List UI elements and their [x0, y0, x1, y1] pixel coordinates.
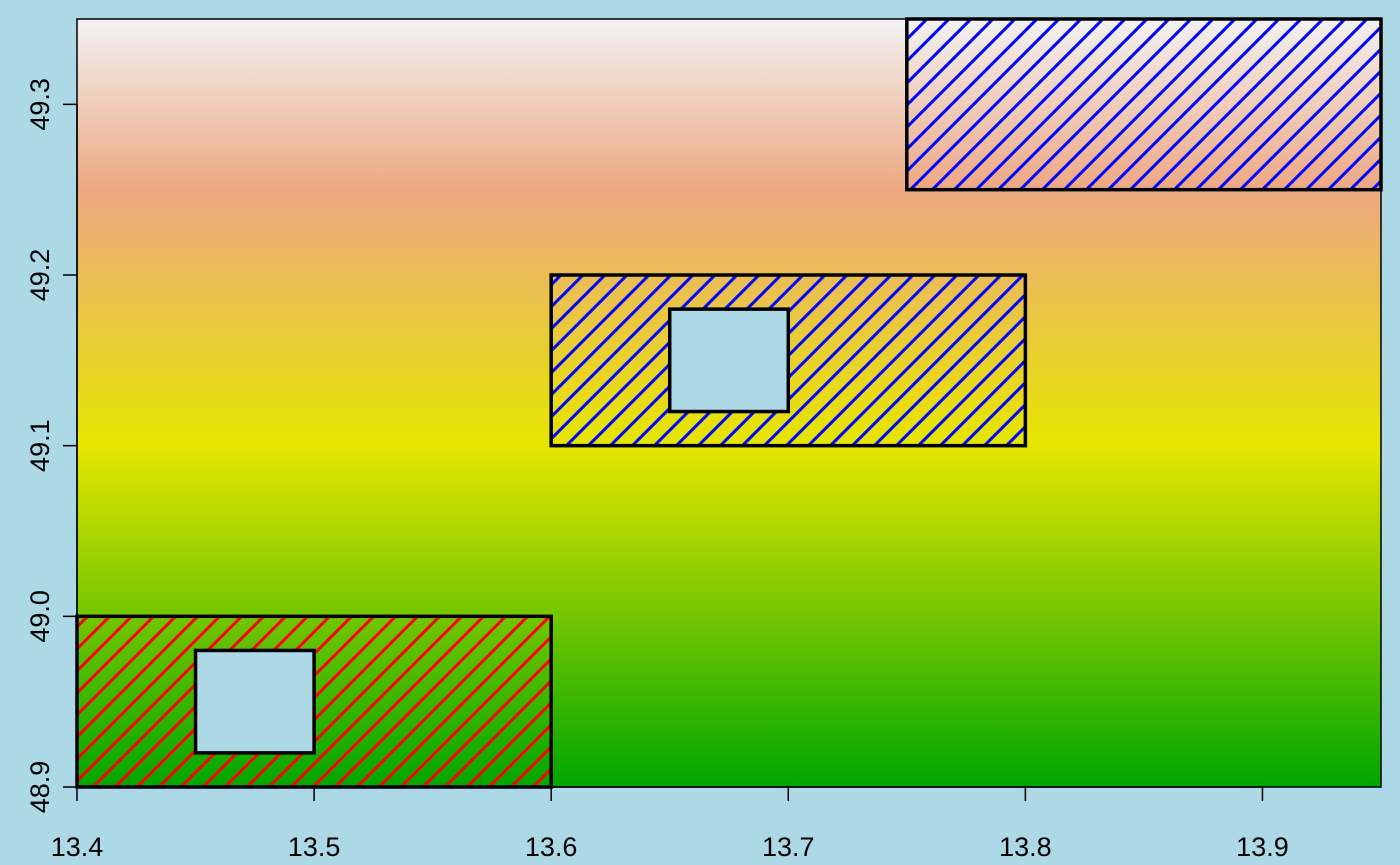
x-tick-label: 13.4	[51, 832, 104, 862]
y-tick-label: 49.1	[25, 419, 55, 472]
x-tick-label: 13.6	[525, 832, 578, 862]
axes: 13.4 13.5 13.6 13.7 13.8 13.9 48.9 49.0 49.1 49.2…	[25, 18, 1382, 862]
polygon-2-hole	[667, 307, 791, 414]
y-tick-label: 49.0	[25, 590, 55, 643]
y-tick-label: 49.3	[25, 78, 55, 131]
polygons	[75, 17, 1383, 789]
polygon-1-hole	[193, 648, 316, 755]
polygon-2-border	[549, 273, 1028, 448]
y-tick-label: 48.9	[25, 761, 55, 814]
x-tick-label: 13.8	[999, 832, 1052, 862]
polygon-1	[75, 614, 553, 789]
x-tick-label: 13.9	[1236, 832, 1289, 862]
x-tick-label: 13.7	[762, 832, 815, 862]
y-tick-label: 49.2	[25, 249, 55, 302]
x-tick-label: 13.5	[288, 832, 341, 862]
polygon-3	[905, 17, 1383, 192]
polygon-3-hatch	[906, 19, 1381, 190]
polygon-2	[549, 273, 1028, 448]
